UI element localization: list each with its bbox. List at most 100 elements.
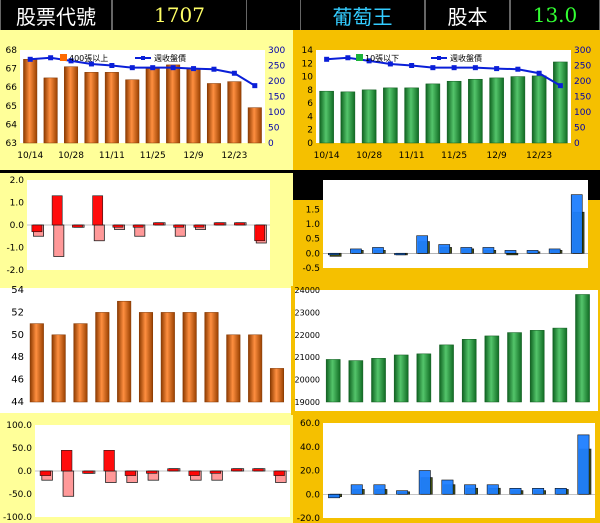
capital-label: 股本 xyxy=(425,0,510,30)
big-change-front-bar xyxy=(234,222,245,226)
small-change-front-bar xyxy=(460,247,473,254)
small-holders-y2tick-label: 100 xyxy=(574,108,591,118)
small-holders-legend-swatch xyxy=(356,54,363,61)
big-change-back-bar xyxy=(53,224,65,257)
small-count-bar xyxy=(348,360,364,403)
small-change-ytick-label: 1.5 xyxy=(306,205,320,215)
big-holders-bar xyxy=(104,72,119,144)
small-holders-legend-bars: 10張以下 xyxy=(365,54,399,63)
small-holders-bar xyxy=(446,80,462,144)
big-holders-y2tick-label: 250 xyxy=(268,62,285,72)
small-change-front-bar xyxy=(416,235,428,254)
big-count-change-front-bar xyxy=(167,468,179,472)
big-count-change-front-bar xyxy=(252,468,264,472)
big-count-ytick-label: 50 xyxy=(11,330,24,341)
big-holders-price-point xyxy=(211,66,217,72)
small-count-border xyxy=(291,286,600,415)
big-count-ytick-label: 52 xyxy=(11,307,24,318)
big-holders-ytick-label: 67 xyxy=(6,65,17,75)
big-change-front-bar xyxy=(193,224,205,228)
small-change-front-bar xyxy=(350,248,362,254)
small-holders-y2tick-label: 50 xyxy=(574,124,586,134)
small-count-change-front-bar xyxy=(350,484,363,495)
big-holders-ytick-label: 68 xyxy=(6,46,18,56)
big-holders-price-point xyxy=(109,63,115,68)
small-holders-price-point xyxy=(430,65,436,71)
big-count-bar xyxy=(204,312,219,403)
small-holders-bar xyxy=(425,83,441,144)
small-holders-bar xyxy=(489,77,504,144)
big-holders-bar xyxy=(145,68,160,144)
small-count-ytick-label: 24000 xyxy=(295,286,320,295)
big-count-change-front-bar xyxy=(188,470,200,476)
big-count-ytick-label: 44 xyxy=(11,397,24,408)
big-holders-price-point xyxy=(48,55,54,61)
small-holders-xtick-label: 10/28 xyxy=(356,151,382,161)
big-holders-bar xyxy=(125,79,140,144)
big-holders-legend-marker xyxy=(141,56,145,60)
big-holders-ytick-label: 63 xyxy=(6,139,17,149)
big-count-bar xyxy=(248,334,263,403)
small-holders-price-point xyxy=(557,83,563,89)
small-count-bar xyxy=(461,339,477,403)
small-count-change-front-bar xyxy=(396,490,409,495)
stock-code-value: 1707 xyxy=(112,0,247,30)
big-holders-price-point xyxy=(252,83,258,89)
big-holders-price-point xyxy=(170,65,176,71)
big-count-ytick-label: 48 xyxy=(11,352,24,363)
small-count-bar xyxy=(416,353,432,403)
small-count-change-front-bar xyxy=(418,470,431,495)
big-change-front-bar xyxy=(112,224,124,228)
big-count-bar xyxy=(160,312,175,403)
small-holders-price-point xyxy=(515,66,521,72)
big-holders-price-point xyxy=(231,70,237,76)
big-change-front-bar xyxy=(92,195,104,226)
small-change-ytick-label: 1.0 xyxy=(306,220,321,230)
big-change-ytick-label: -2.0 xyxy=(6,266,24,276)
small-holders-bar xyxy=(319,90,334,144)
small-change-ytick-label: 0.0 xyxy=(306,249,321,259)
small-count-ytick-label: 20000 xyxy=(295,376,320,385)
big-change-front-bar xyxy=(51,195,63,226)
capital-value: 13.0 xyxy=(510,0,600,30)
big-holders-y2tick-label: 150 xyxy=(268,93,285,103)
big-count-change-front-bar xyxy=(209,470,222,474)
small-count-change-front-bar xyxy=(577,434,590,495)
small-holders-ytick-label: 14 xyxy=(302,46,314,56)
big-holders-xtick-label: 12/23 xyxy=(221,151,247,161)
small-holders-price-line xyxy=(326,56,561,87)
big-holders-bar xyxy=(166,64,181,144)
small-change-ytick-label: -0.5 xyxy=(302,264,320,274)
small-count-change-ytick-label: 0.0 xyxy=(306,490,321,500)
small-count-bar xyxy=(529,330,545,403)
big-change-ytick-label: 1.0 xyxy=(10,199,25,209)
big-count-change-ytick-label: -100.0 xyxy=(3,513,32,523)
small-holders-y2tick-label: 300 xyxy=(574,46,591,56)
stock-code-label: 股票代號 xyxy=(0,0,112,30)
small-change-front-bar xyxy=(327,253,340,256)
small-holders-price-point xyxy=(409,63,415,68)
big-count-change-front-bar xyxy=(231,468,243,472)
small-holders-xtick-label: 10/14 xyxy=(314,151,340,161)
big-count-change-front-bar xyxy=(124,470,137,476)
big-holders-price-line xyxy=(30,56,256,87)
big-count-ytick-label: 54 xyxy=(11,285,24,296)
big-count-bar xyxy=(117,300,132,403)
small-holders-ytick-label: 12 xyxy=(302,59,313,69)
small-holders-bar xyxy=(531,75,547,144)
small-count-change-front-bar xyxy=(532,488,545,495)
big-holders-price-point xyxy=(88,61,94,67)
small-holders-y2tick-label: 0 xyxy=(574,139,580,149)
small-count-bar xyxy=(484,335,500,403)
big-holders-y2tick-label: 300 xyxy=(268,46,285,56)
big-holders-y2tick-label: 0 xyxy=(268,139,274,149)
stock-header: 股票代號 1707 葡萄王 股本 13.0 xyxy=(0,0,600,30)
big-holders-bar xyxy=(43,77,58,144)
big-holders-bar xyxy=(186,68,201,144)
big-holders-bar xyxy=(64,66,79,144)
small-holders-bar xyxy=(468,78,483,144)
big-count-change-front-bar xyxy=(103,449,115,472)
small-holders-price-point xyxy=(472,65,478,71)
small-holders-price-point xyxy=(387,61,393,67)
